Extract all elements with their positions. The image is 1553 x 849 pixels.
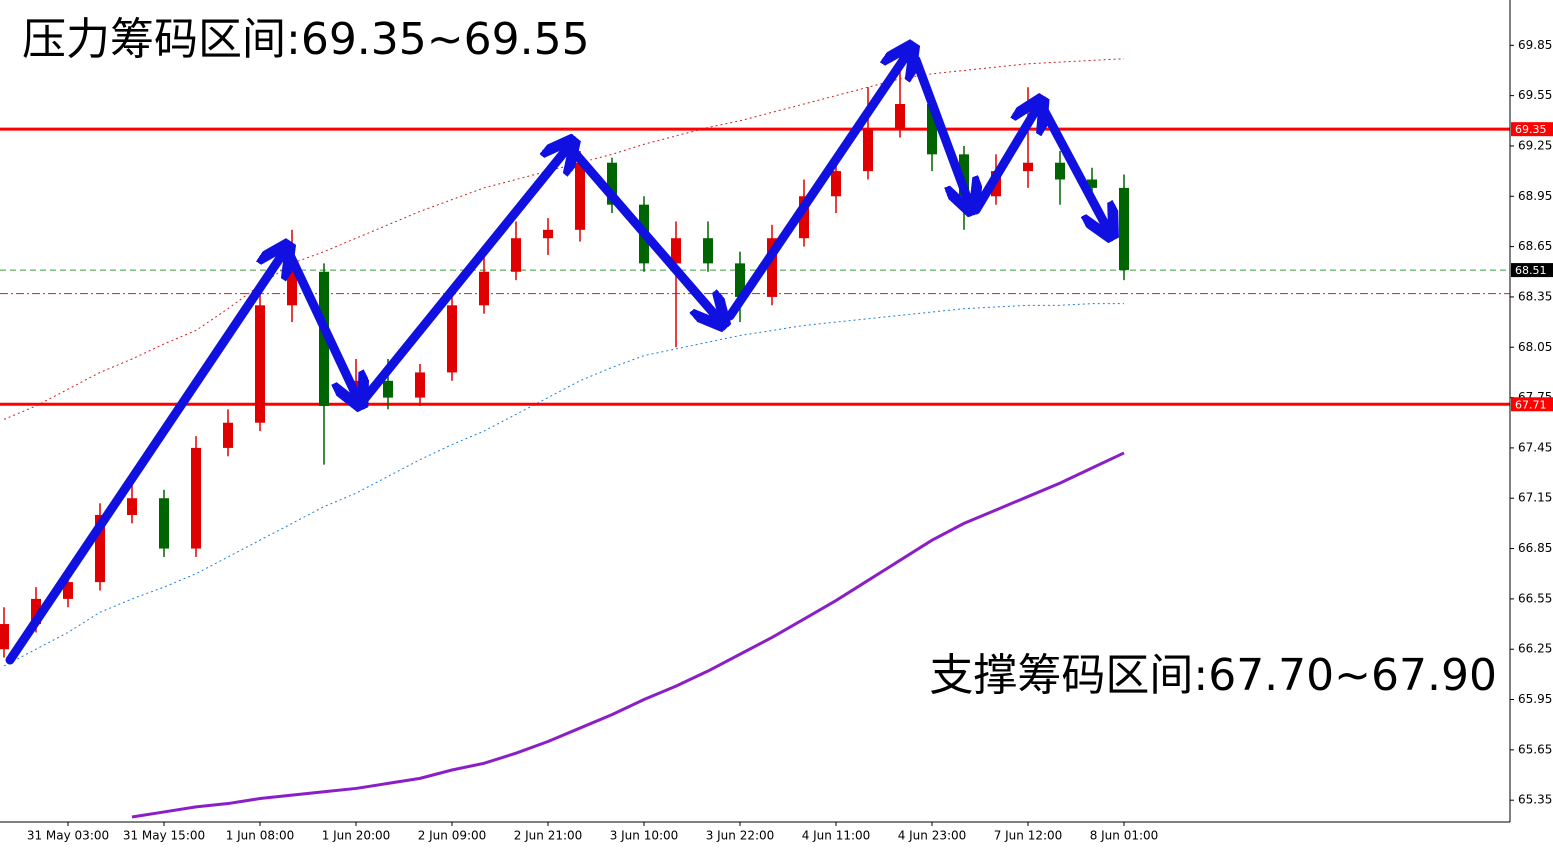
y-tick-label: 69.85 — [1518, 38, 1552, 52]
candle-body — [1023, 162, 1033, 172]
price-tag — [1511, 397, 1553, 412]
candle-body — [671, 238, 681, 264]
candle-body — [799, 196, 809, 239]
y-tick-label: 66.25 — [1518, 642, 1552, 656]
candle-body — [703, 238, 713, 264]
candle-body — [447, 305, 457, 373]
candle-body — [159, 498, 169, 549]
y-tick-label: 65.65 — [1518, 742, 1552, 756]
candle-body — [31, 598, 41, 625]
arrow — [725, 56, 906, 321]
candle-body — [767, 238, 777, 297]
candle-body — [607, 162, 617, 205]
candle-body — [831, 171, 841, 197]
candle-body — [127, 498, 137, 516]
x-tick-label: 3 Jun 22:00 — [706, 829, 775, 843]
y-tick-label: 68.35 — [1518, 289, 1552, 303]
candle-body — [1055, 162, 1065, 180]
price-tag — [1511, 122, 1553, 137]
price-tag-label: 69.35 — [1515, 123, 1547, 136]
x-tick-label: 31 May 15:00 — [123, 829, 205, 843]
candle-body — [543, 229, 553, 239]
arrow — [911, 55, 968, 200]
candle-body — [95, 515, 105, 583]
y-tick-label: 67.45 — [1518, 440, 1552, 454]
arrow — [971, 110, 1036, 215]
x-tick-label: 1 Jun 08:00 — [226, 829, 295, 843]
price-tag-label: 67.71 — [1515, 398, 1547, 411]
candle-body — [735, 263, 745, 297]
y-tick-label: 69.25 — [1518, 138, 1552, 152]
candle-body — [287, 271, 297, 306]
candle-body — [1119, 187, 1129, 271]
y-tick-label: 69.55 — [1518, 88, 1552, 102]
candle-body — [223, 422, 233, 448]
candle-body — [895, 104, 905, 130]
x-tick-label: 8 Jun 01:00 — [1090, 829, 1159, 843]
candle-body — [191, 447, 201, 549]
x-tick-label: 2 Jun 21:00 — [514, 829, 583, 843]
moving-average — [3, 58, 1125, 420]
x-tick-label: 3 Jun 10:00 — [610, 829, 679, 843]
arrow — [569, 147, 716, 316]
arrow — [357, 150, 566, 407]
candle-body — [255, 305, 265, 423]
x-tick-label: 4 Jun 23:00 — [898, 829, 967, 843]
y-tick-label: 68.05 — [1518, 340, 1552, 354]
candle-body — [1087, 179, 1097, 188]
y-tick-label: 66.55 — [1518, 591, 1552, 605]
y-tick-label: 68.65 — [1518, 239, 1552, 253]
arrow — [1039, 105, 1106, 226]
candle-body — [319, 271, 329, 406]
candle-body — [0, 624, 9, 650]
moving-average — [3, 303, 1124, 667]
candle-body — [479, 271, 489, 306]
annotation: 压力筹码区间:69.35~69.55 — [22, 14, 590, 65]
arrow — [5, 255, 282, 665]
y-tick-label: 67.15 — [1518, 491, 1552, 505]
candle-body — [63, 582, 73, 599]
x-tick-label: 1 Jun 20:00 — [322, 829, 391, 843]
candle-body — [511, 238, 521, 272]
price-tag — [1511, 263, 1553, 278]
moving-average — [131, 451, 1125, 819]
y-tick-label: 68.95 — [1518, 189, 1552, 203]
price-tag-label: 68.51 — [1515, 264, 1547, 277]
candle-body — [415, 372, 425, 398]
x-tick-label: 2 Jun 09:00 — [418, 829, 487, 843]
candle-body — [575, 162, 585, 230]
y-tick-label: 66.85 — [1518, 541, 1552, 555]
x-tick-label: 4 Jun 11:00 — [802, 829, 871, 843]
arrow — [285, 250, 356, 395]
candle-body — [927, 104, 937, 155]
candle-body — [863, 129, 873, 172]
candle-body — [383, 380, 393, 398]
y-tick-label: 65.95 — [1518, 692, 1552, 706]
x-tick-label: 7 Jun 12:00 — [994, 829, 1063, 843]
x-tick-label: 31 May 03:00 — [27, 829, 109, 843]
annotation: 支撑筹码区间:67.70~67.90 — [929, 650, 1497, 701]
trend-arrows — [5, 55, 1106, 665]
y-tick-label: 65.35 — [1518, 793, 1552, 807]
